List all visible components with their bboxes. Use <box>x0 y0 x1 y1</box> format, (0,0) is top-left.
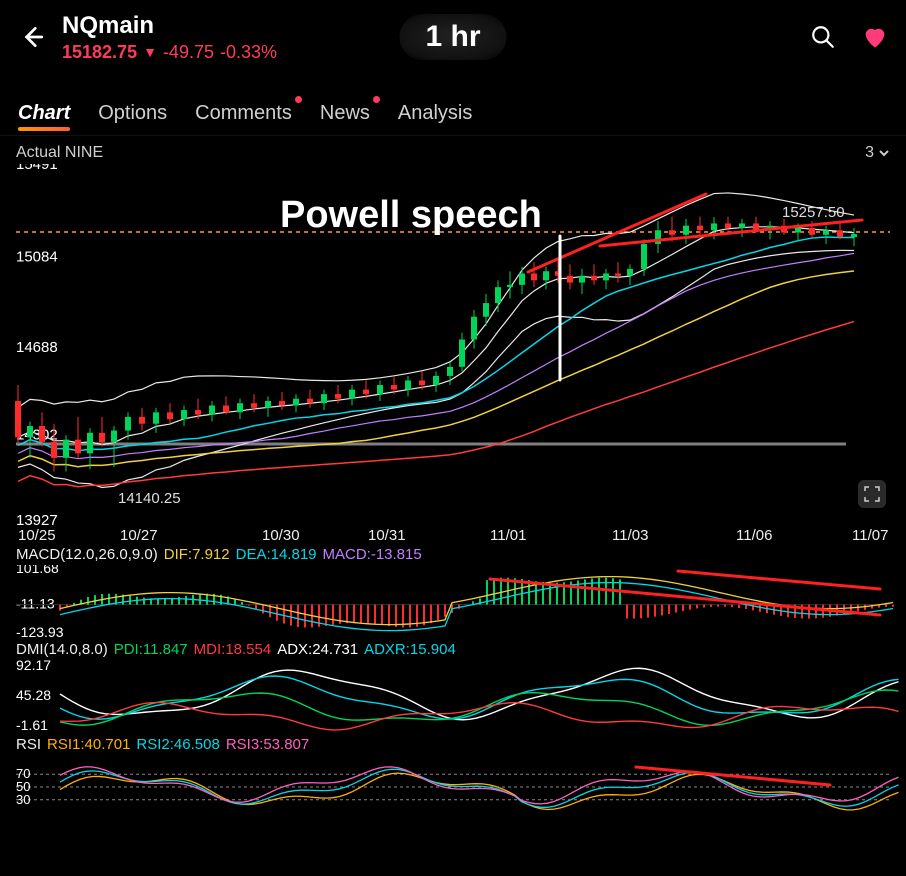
app-header: NQmain 15182.75 ▼ -49.75 -0.33% 1 hr <box>0 0 906 74</box>
macd-dif: DIF:7.912 <box>164 546 230 563</box>
dmi-adxr: ADXR:15.904 <box>364 641 456 658</box>
last-price: 15182.75 <box>62 42 137 63</box>
svg-text:92.17: 92.17 <box>16 660 51 673</box>
macd-dea: DEA:14.819 <box>236 546 317 563</box>
macd-label: MACD(12.0,26.0,9.0) <box>16 546 158 563</box>
fullscreen-icon <box>864 486 880 502</box>
tab-news[interactable]: News <box>320 102 370 125</box>
svg-text:11/06: 11/06 <box>736 527 772 542</box>
dmi-header: DMI(14.0,8.0) PDI:11.847 MDI:18.554 ADX:… <box>0 637 906 658</box>
dmi-mdi: MDI:18.554 <box>194 641 272 658</box>
tab-comments-label: Comments <box>195 102 292 124</box>
price-change: -49.75 <box>163 42 214 63</box>
search-icon <box>810 24 836 50</box>
high-price-annotation: 15257.50 <box>782 204 845 221</box>
svg-text:30: 30 <box>16 792 30 807</box>
rsi-1: RSI1:40.701 <box>47 736 130 753</box>
dmi-chart[interactable]: 92.17 45.28 -1.61 <box>0 660 906 732</box>
svg-text:-1.61: -1.61 <box>16 717 48 732</box>
chart-mode-label: Actual NINE <box>16 144 103 162</box>
arrow-left-icon <box>19 24 45 50</box>
svg-text:15084: 15084 <box>16 249 58 266</box>
dmi-label: DMI(14.0,8.0) <box>16 641 108 658</box>
chart-count-dropdown[interactable]: 3 <box>865 144 890 162</box>
chevron-down-icon <box>878 147 890 159</box>
notification-dot-icon <box>295 96 302 103</box>
price-row: 15182.75 ▼ -49.75 -0.33% <box>62 42 277 63</box>
chart-subheader: Actual NINE 3 <box>0 136 906 164</box>
rsi-3: RSI3:53.807 <box>226 736 309 753</box>
macd-svg: 101.68 -11.13 -123.93 <box>0 565 906 637</box>
search-button[interactable] <box>808 22 838 52</box>
main-chart[interactable]: 154911508414688143021392710/2510/2710/30… <box>0 164 906 542</box>
ticker-block: NQmain 15182.75 ▼ -49.75 -0.33% <box>62 12 277 63</box>
svg-text:101.68: 101.68 <box>16 565 59 576</box>
macd-header: MACD(12.0,26.0,9.0) DIF:7.912 DEA:14.819… <box>0 542 906 563</box>
favorite-button[interactable] <box>860 22 890 52</box>
dmi-pdi: PDI:11.847 <box>114 641 188 658</box>
heart-icon <box>861 23 889 51</box>
svg-text:10/30: 10/30 <box>262 527 300 542</box>
svg-text:11/07: 11/07 <box>852 527 888 542</box>
tab-news-label: News <box>320 102 370 124</box>
tab-analysis[interactable]: Analysis <box>398 102 472 125</box>
notification-dot-icon <box>373 96 380 103</box>
svg-text:10/27: 10/27 <box>120 527 158 542</box>
rsi-chart[interactable]: 705030 <box>0 755 906 819</box>
svg-text:14688: 14688 <box>16 339 58 356</box>
low-price-annotation: 14140.25 <box>118 490 181 507</box>
fullscreen-button[interactable] <box>858 480 886 508</box>
svg-text:-11.13: -11.13 <box>16 596 55 612</box>
macd-macd: MACD:-13.815 <box>323 546 422 563</box>
dmi-adx: ADX:24.731 <box>277 641 358 658</box>
tab-comments[interactable]: Comments <box>195 102 292 125</box>
back-button[interactable] <box>12 17 52 57</box>
rsi-svg: 705030 <box>0 755 906 819</box>
rsi-2: RSI2:46.508 <box>136 736 219 753</box>
price-change-pct: -0.33% <box>220 42 277 63</box>
rsi-label: RSI <box>16 736 41 753</box>
tab-options[interactable]: Options <box>98 102 167 125</box>
chart-annotation-text: Powell speech <box>280 194 542 237</box>
tab-chart[interactable]: Chart <box>18 102 70 125</box>
macd-chart[interactable]: 101.68 -11.13 -123.93 <box>0 565 906 637</box>
rsi-header: RSI RSI1:40.701 RSI2:46.508 RSI3:53.807 <box>0 732 906 753</box>
chart-count-value: 3 <box>865 144 874 162</box>
dmi-svg: 92.17 45.28 -1.61 <box>0 660 906 732</box>
arrow-down-icon: ▼ <box>143 44 157 60</box>
svg-text:10/25: 10/25 <box>18 527 56 542</box>
ticker-symbol: NQmain <box>62 12 277 40</box>
svg-text:11/03: 11/03 <box>612 527 648 542</box>
svg-text:-123.93: -123.93 <box>16 624 64 637</box>
svg-text:45.28: 45.28 <box>16 687 51 703</box>
header-actions <box>808 22 890 52</box>
svg-text:10/31: 10/31 <box>368 527 406 542</box>
tab-bar: Chart Options Comments News Analysis <box>0 74 906 136</box>
svg-text:11/01: 11/01 <box>490 527 526 542</box>
timeframe-badge[interactable]: 1 hr <box>399 14 506 60</box>
svg-text:15491: 15491 <box>16 164 58 173</box>
